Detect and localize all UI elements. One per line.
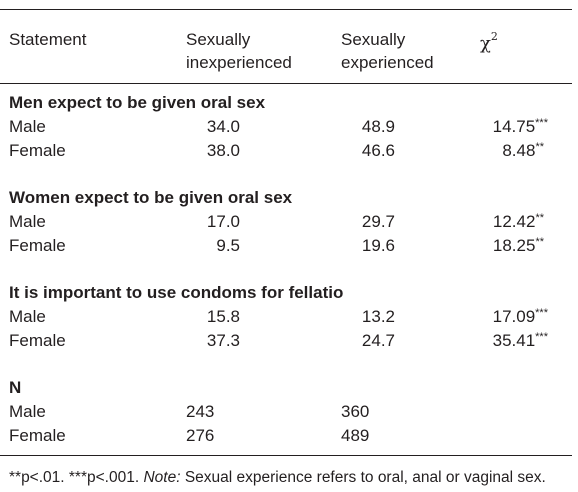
header-experienced: Sexually experienced bbox=[341, 28, 434, 74]
footnote-note-label: Note: bbox=[143, 469, 181, 486]
value-inexperienced: 34.0 bbox=[206, 117, 240, 136]
significance-marker: ** bbox=[535, 141, 544, 153]
value-chi-square: 35.41*** bbox=[480, 329, 548, 355]
chi-value: 12.42 bbox=[492, 212, 536, 231]
value-chi-square: 12.42** bbox=[480, 210, 548, 236]
chi-value: 8.48 bbox=[502, 141, 536, 160]
value-inexperienced: 17.0 bbox=[206, 212, 240, 231]
significance-marker: *** bbox=[535, 307, 548, 319]
group-title: Men expect to be given oral sex bbox=[9, 93, 266, 112]
row-label: Female bbox=[9, 236, 66, 255]
header-rule bbox=[0, 83, 572, 84]
value-chi-square: 18.25** bbox=[480, 234, 548, 260]
value-inexperienced: 37.3 bbox=[206, 331, 240, 350]
header-inexperienced-line2: inexperienced bbox=[186, 53, 292, 72]
value-inexperienced: 276 bbox=[186, 426, 215, 445]
value-experienced: 46.6 bbox=[361, 141, 395, 160]
group-title: It is important to use condoms for fella… bbox=[9, 283, 344, 302]
chi-value: 14.75 bbox=[492, 117, 536, 136]
header-inexperienced-line1: Sexually bbox=[186, 30, 251, 49]
value-inexperienced: 243 bbox=[186, 402, 215, 421]
bottom-rule bbox=[0, 455, 572, 456]
chi-symbol: χ2 bbox=[480, 30, 498, 54]
chi-value: 18.25 bbox=[492, 236, 536, 255]
header-experienced-line1: Sexually bbox=[341, 30, 406, 49]
row-label: Male bbox=[9, 402, 46, 421]
row-label: Male bbox=[9, 117, 46, 136]
value-inexperienced: 38.0 bbox=[206, 141, 240, 160]
footnote-note-text: Sexual experience refers to oral, anal o… bbox=[180, 469, 546, 486]
significance-marker: ** bbox=[535, 212, 544, 224]
header-statement: Statement bbox=[9, 30, 87, 49]
value-chi-square: 17.09*** bbox=[480, 305, 548, 331]
value-experienced: 24.7 bbox=[361, 331, 395, 350]
header-experienced-line2: experienced bbox=[341, 53, 434, 72]
value-chi-square: 14.75*** bbox=[480, 115, 548, 141]
value-inexperienced: 15.8 bbox=[206, 307, 240, 326]
row-label: Female bbox=[9, 331, 66, 350]
value-experienced: 29.7 bbox=[361, 212, 395, 231]
significance-marker: *** bbox=[535, 117, 548, 129]
footnote-significance: **p<.01. ***p<.001. bbox=[9, 469, 144, 486]
row-label: Female bbox=[9, 426, 66, 445]
chi-value: 35.41 bbox=[492, 331, 536, 350]
value-experienced: 13.2 bbox=[361, 307, 395, 326]
group-title: N bbox=[9, 378, 22, 397]
row-label: Male bbox=[9, 307, 46, 326]
significance-marker: *** bbox=[535, 331, 548, 343]
value-experienced: 19.6 bbox=[361, 236, 395, 255]
value-experienced: 489 bbox=[341, 426, 370, 445]
header-chi-square: χ2 bbox=[480, 27, 498, 55]
chi-exponent: 2 bbox=[490, 30, 498, 43]
top-rule bbox=[0, 9, 572, 10]
value-experienced: 48.9 bbox=[361, 117, 395, 136]
value-inexperienced: 9.5 bbox=[216, 236, 240, 255]
group-title: Women expect to be given oral sex bbox=[9, 188, 293, 207]
table-footnote: **p<.01. ***p<.001. Note: Sexual experie… bbox=[9, 468, 546, 488]
value-chi-square: 8.48** bbox=[480, 139, 548, 165]
header-inexperienced: Sexually inexperienced bbox=[186, 28, 292, 74]
row-label: Female bbox=[9, 141, 66, 160]
row-label: Male bbox=[9, 212, 46, 231]
chi-value: 17.09 bbox=[492, 307, 536, 326]
truncated-table-title bbox=[8, 0, 68, 2]
value-experienced: 360 bbox=[341, 402, 370, 421]
significance-marker: ** bbox=[535, 236, 544, 248]
